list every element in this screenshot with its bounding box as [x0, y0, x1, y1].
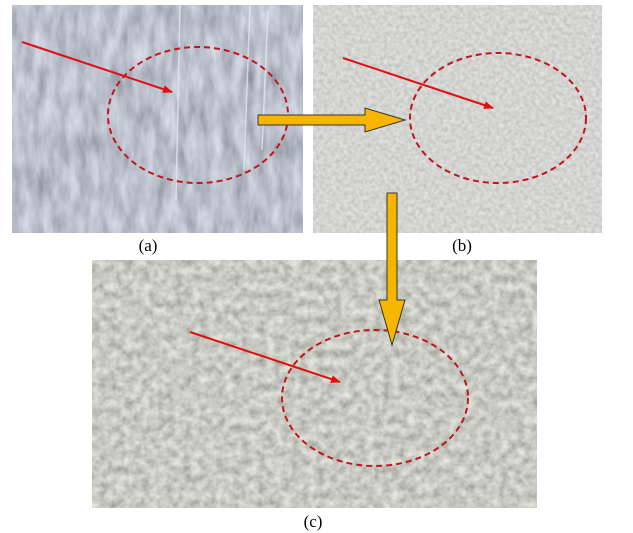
- panel-label: (a): [139, 236, 158, 255]
- panel-label: (b): [452, 236, 472, 255]
- panel-image: [92, 260, 537, 508]
- page: (a) (b) (c) (() => { const data = JSON.p…: [0, 0, 633, 533]
- figure: (a) (b) (c): [0, 0, 633, 533]
- panel-label: (c): [304, 512, 323, 531]
